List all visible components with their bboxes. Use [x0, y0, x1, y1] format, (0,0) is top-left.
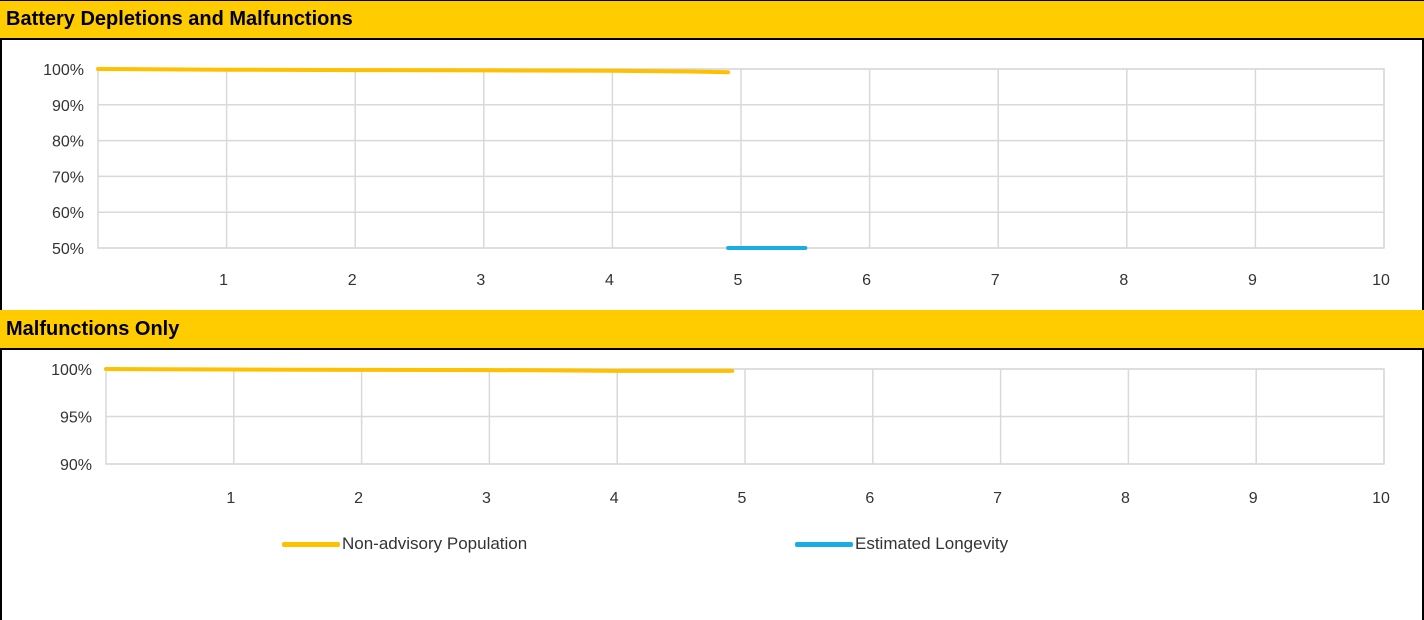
chart-malfunctions-only: 90% 95% 100% 1 2 3 4 5 6 7 8 9 10	[51, 362, 1390, 507]
legend-item-non-advisory: Non-advisory Population	[282, 532, 527, 556]
x-tick-label: 6	[862, 272, 871, 289]
y-tick-label: 100%	[51, 362, 92, 379]
x-tick-label: 9	[1249, 490, 1258, 507]
y-tick-label: 100%	[43, 62, 84, 79]
panel-header-malfunctions: Malfunctions Only	[0, 310, 1424, 350]
x-tick-label: 5	[738, 490, 747, 507]
x-tick-label: 4	[610, 490, 619, 507]
x-tick-label: 7	[993, 490, 1002, 507]
x-tick-label: 1	[226, 490, 235, 507]
chart-panel-battery	[0, 40, 1424, 310]
x-tick-label: 3	[476, 272, 485, 289]
series-line-non-advisory-population	[96, 67, 731, 75]
y-tick-label: 80%	[52, 134, 84, 151]
legend-item-estimated-longevity: Estimated Longevity	[795, 532, 1008, 556]
y-tick-label: 95%	[60, 410, 92, 427]
series-line-non-advisory-population	[104, 367, 735, 373]
panel-title: Battery Depletions and Malfunctions	[6, 8, 353, 30]
y-tick-label: 90%	[60, 457, 92, 474]
x-tick-label: 10	[1372, 490, 1390, 507]
x-tick-label: 4	[605, 272, 614, 289]
legend-swatch	[282, 541, 340, 547]
x-tick-label: 1	[219, 272, 228, 289]
x-tick-label: 5	[734, 272, 743, 289]
chart-panel-malfunctions	[0, 350, 1424, 620]
legend-swatch	[795, 541, 853, 547]
y-tick-label: 60%	[52, 205, 84, 222]
x-tick-label: 8	[1121, 490, 1130, 507]
y-tick-label: 50%	[52, 241, 84, 258]
x-tick-label: 2	[348, 272, 357, 289]
x-tick-label: 7	[991, 272, 1000, 289]
x-tick-label: 10	[1372, 272, 1390, 289]
y-tick-label: 90%	[52, 98, 84, 115]
legend-label: Non-advisory Population	[342, 534, 528, 553]
panel-title: Malfunctions Only	[6, 317, 180, 340]
x-tick-label: 8	[1119, 272, 1128, 289]
chart-battery-depletions: 50% 60% 70% 80% 90% 100% 1 2 3 4 5 6 7 8 9 10	[43, 62, 1390, 289]
y-tick-label: 70%	[52, 169, 84, 186]
x-tick-label: 6	[865, 490, 874, 507]
legend-label: Estimated Longevity	[855, 534, 1009, 553]
x-tick-label: 3	[482, 490, 491, 507]
x-tick-label: 2	[354, 490, 363, 507]
x-tick-label: 9	[1248, 272, 1257, 289]
panel-header-battery: Battery Depletions and Malfunctions	[0, 0, 1424, 40]
